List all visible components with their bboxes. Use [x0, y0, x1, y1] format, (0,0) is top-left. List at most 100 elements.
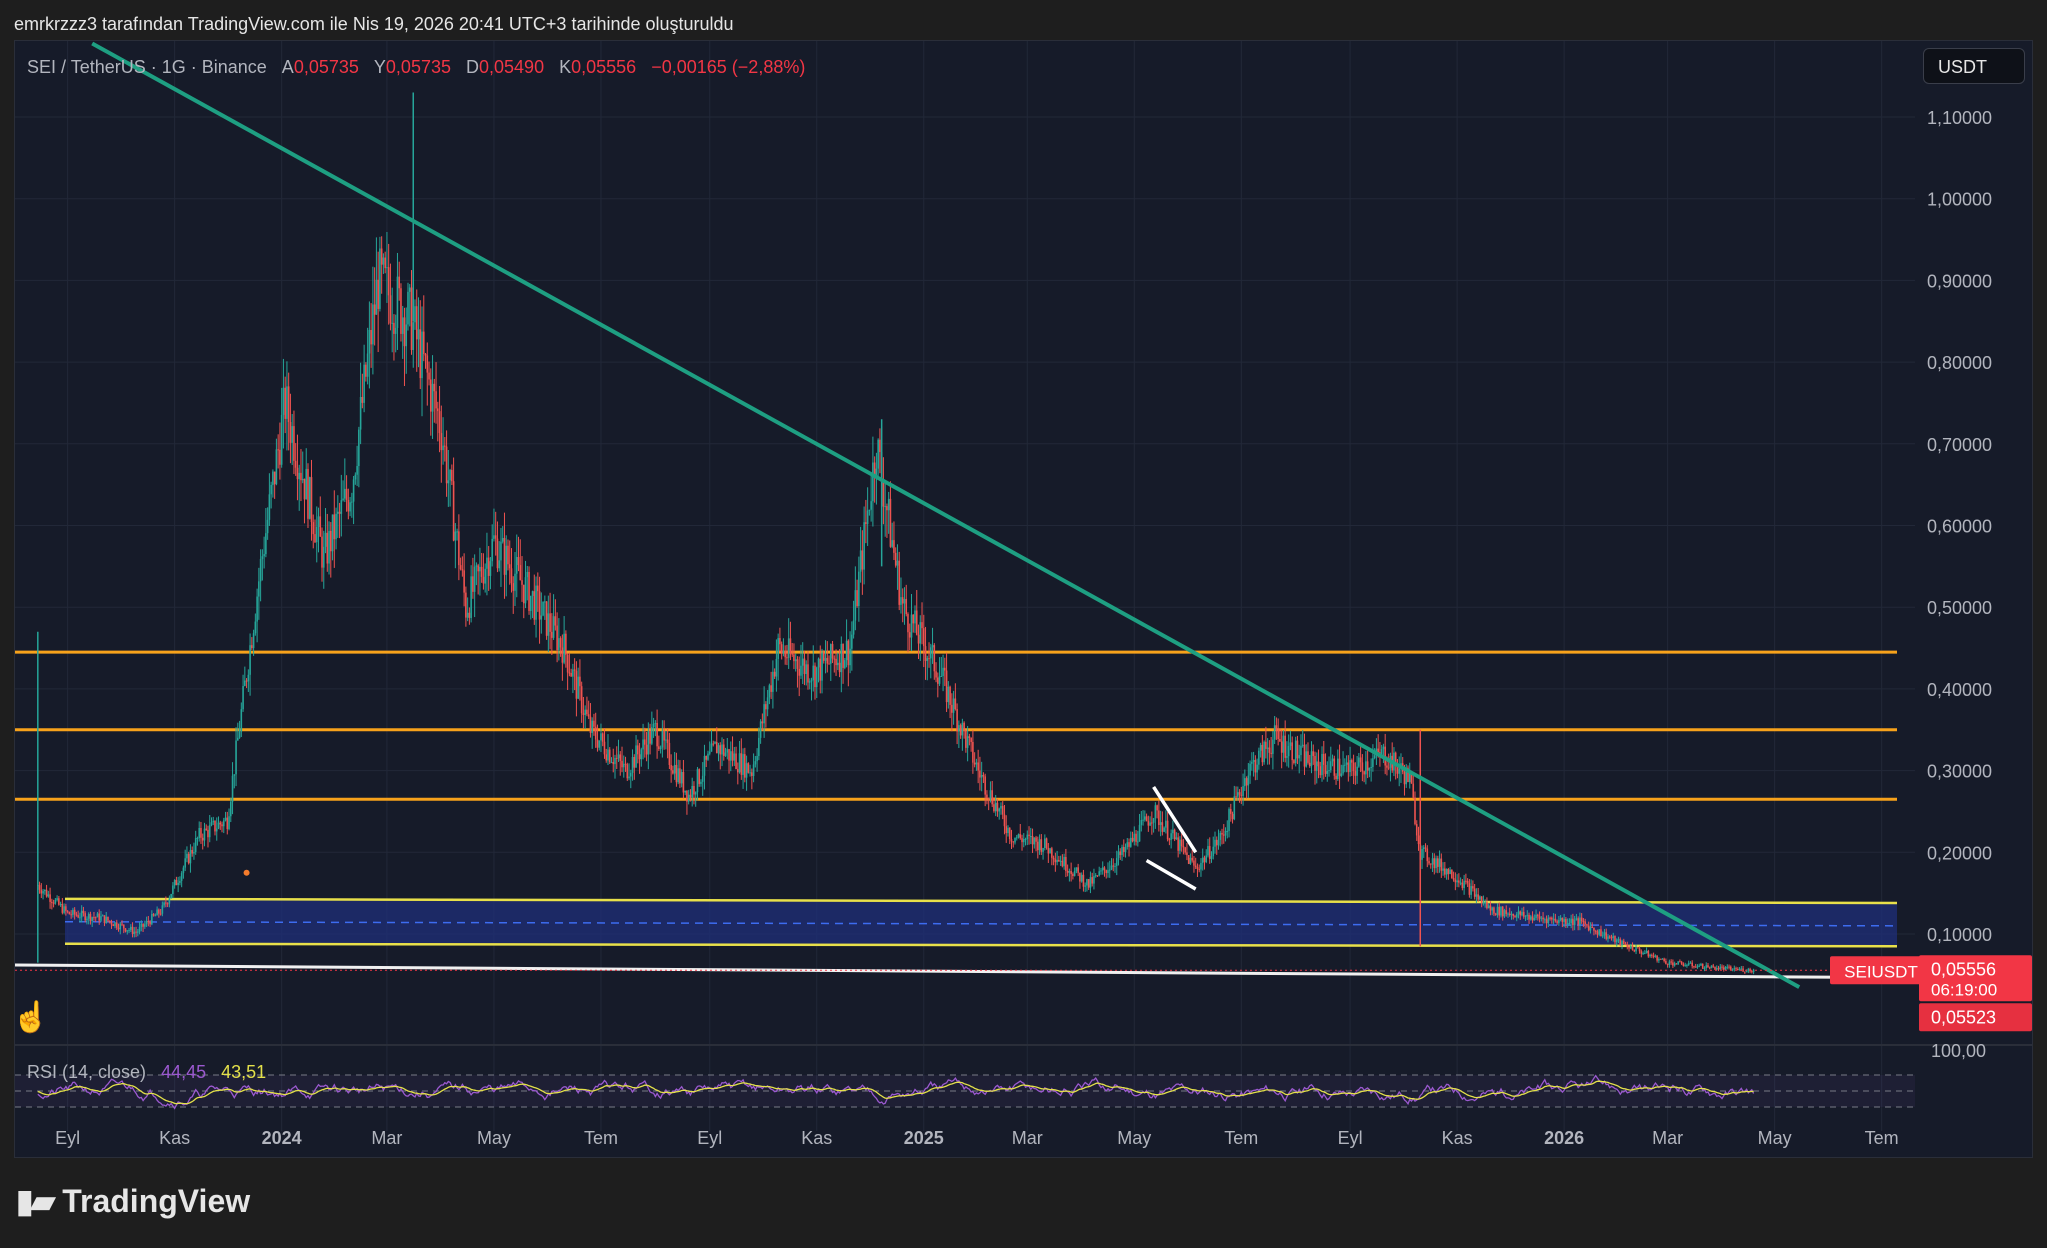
- candle-body: [144, 924, 146, 927]
- candle-body: [1244, 778, 1246, 787]
- candle-body: [1394, 752, 1397, 766]
- candle-body: [907, 614, 909, 633]
- candle-body: [668, 742, 671, 765]
- candle-body: [380, 248, 383, 265]
- candle-body: [505, 545, 508, 575]
- candle-body: [1094, 875, 1097, 877]
- candle-body: [1652, 955, 1655, 957]
- candle-body: [524, 577, 527, 604]
- candle-body: [93, 917, 95, 919]
- candle-body: [486, 557, 488, 569]
- candle-body: [68, 912, 71, 915]
- candle-body: [817, 658, 820, 668]
- candle-body: [1277, 729, 1279, 739]
- candle-body: [1373, 755, 1376, 759]
- candle-body: [794, 659, 797, 662]
- candle-body: [51, 901, 53, 903]
- candle-body: [1693, 966, 1695, 968]
- currency-unit-button[interactable]: USDT: [1923, 48, 2025, 84]
- tradingview-logo[interactable]: ▮▰ TradingView: [16, 1182, 250, 1220]
- candle-body: [310, 477, 313, 523]
- candle-body: [800, 665, 802, 676]
- candle-body: [186, 853, 188, 859]
- candle-body: [101, 915, 104, 917]
- candle-body: [307, 468, 309, 519]
- candle-body: [1224, 830, 1227, 836]
- candle-body: [222, 820, 225, 827]
- wedge-line: [1145, 858, 1197, 891]
- support-band-lower: [64, 942, 1898, 948]
- chart-frame[interactable]: 1,10000 1,00000 0,90000 0,80000 0,70000 0,600…: [14, 40, 2033, 1158]
- candle-body: [419, 329, 422, 379]
- candle-body: [633, 756, 636, 768]
- candle-body: [1705, 965, 1708, 969]
- candle-body: [273, 471, 276, 485]
- hand-cursor-icon[interactable]: ☝: [12, 1001, 50, 1034]
- price-chart[interactable]: 1,10000 1,00000 0,90000 0,80000 0,70000 0,600…: [15, 41, 2032, 1157]
- candle-body: [877, 439, 879, 469]
- candle-body: [1556, 921, 1558, 923]
- candle-body: [533, 591, 536, 620]
- candle-body: [1003, 814, 1006, 827]
- candle-body: [1051, 848, 1053, 858]
- rsi-label[interactable]: RSI (14, close): [27, 1062, 147, 1082]
- candle-body: [565, 633, 567, 655]
- candle-body: [1498, 906, 1501, 916]
- candle-body: [1437, 858, 1439, 867]
- candle-body: [1587, 925, 1590, 931]
- candle-body: [1315, 761, 1318, 771]
- candle-body: [203, 828, 206, 841]
- candle-body: [128, 929, 130, 931]
- candle-body: [665, 739, 667, 741]
- candle-body: [1622, 940, 1625, 944]
- candle-body: [480, 566, 483, 577]
- candle-body: [1351, 760, 1353, 763]
- candle-body: [1507, 913, 1509, 915]
- candle-body: [1637, 947, 1639, 949]
- candle-body: [1312, 751, 1315, 756]
- candle-body: [608, 749, 611, 763]
- candle-body: [996, 802, 999, 812]
- candle-body: [279, 449, 281, 465]
- candle-body: [980, 775, 983, 778]
- candle-body: [572, 669, 574, 677]
- candle-body: [656, 723, 658, 747]
- candle-body: [1159, 822, 1162, 825]
- candle-body: [826, 657, 829, 664]
- candle-body: [582, 713, 585, 715]
- candle-body: [1119, 851, 1122, 855]
- candle-body: [456, 531, 458, 533]
- candle-body: [1196, 867, 1199, 869]
- candle-body: [896, 560, 899, 566]
- candle-body: [921, 622, 923, 629]
- candle-body: [373, 304, 376, 315]
- candle-body: [1333, 758, 1336, 776]
- candle-body: [1080, 874, 1083, 882]
- rsi-legend[interactable]: RSI (14, close) 44,45 43,51: [27, 1062, 266, 1083]
- candle-body: [1065, 857, 1067, 871]
- candle-body: [1368, 767, 1371, 771]
- candle-body: [1310, 751, 1313, 767]
- candle-body: [1554, 918, 1557, 922]
- symbol-legend[interactable]: SEI / TetherUS · 1G · Binance A0,05735 Y…: [27, 57, 805, 78]
- candle-body: [691, 785, 693, 798]
- candle-body: [1168, 839, 1171, 841]
- candle-body: [722, 744, 725, 756]
- candle-body: [122, 924, 125, 929]
- symbol-name[interactable]: SEI / TetherUS · 1G · Binance: [27, 57, 267, 77]
- candle-body: [1228, 809, 1230, 831]
- x-tick-label: Tem: [1865, 1128, 1899, 1148]
- candle-body: [1087, 879, 1090, 888]
- candle-body: [142, 923, 144, 927]
- candle-body: [259, 558, 262, 582]
- candle-body: [1063, 857, 1065, 867]
- candle-body: [214, 820, 216, 832]
- candle-body: [377, 279, 379, 309]
- candle-body: [277, 449, 279, 451]
- last-price-tag-bg: [1919, 955, 2032, 1002]
- candle-body: [1703, 968, 1706, 970]
- candle-body: [1700, 963, 1702, 966]
- candle-body: [724, 752, 727, 756]
- candle-body: [1663, 958, 1665, 962]
- candle-body: [782, 650, 785, 654]
